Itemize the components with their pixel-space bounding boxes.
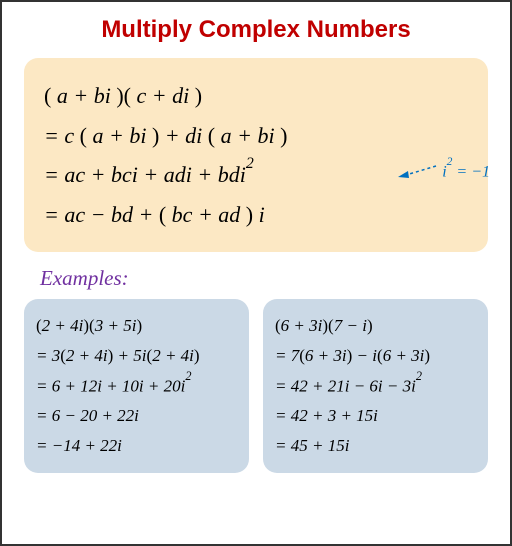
derivation-line-1: ( a + bi )( c + di ) (44, 76, 468, 116)
i-squared-annotation: i2 = −1 (396, 161, 490, 181)
examples-label: Examples: (40, 266, 496, 291)
example-box-1: (2 + 4i)(3 + 5i) = 3(2 + 4i) + 5i(2 + 4i… (24, 299, 249, 472)
example-box-2: (6 + 3i)(7 − i) = 7(6 + 3i) − i(6 + 3i) … (263, 299, 488, 472)
ex2-line-2: = 7(6 + 3i) − i(6 + 3i) (275, 341, 476, 371)
page-title: Multiply Complex Numbers (16, 16, 496, 44)
ex1-line-1: (2 + 4i)(3 + 5i) (36, 311, 237, 341)
ex1-line-2: = 3(2 + 4i) + 5i(2 + 4i) (36, 341, 237, 371)
derivation-box: ( a + bi )( c + di ) = c ( a + bi ) + di… (24, 58, 488, 252)
examples-row: (2 + 4i)(3 + 5i) = 3(2 + 4i) + 5i(2 + 4i… (16, 299, 496, 472)
derivation-line-4: = ac − bd + ( bc + ad ) i (44, 195, 468, 235)
ex2-line-5: = 45 + 15i (275, 431, 476, 461)
ex1-line-5: = −14 + 22i (36, 431, 237, 461)
annotation-text: i2 = −1 (442, 161, 490, 181)
ex2-line-3: = 42 + 21i − 6i − 3i2 (275, 371, 476, 401)
ex2-line-4: = 42 + 3 + 15i (275, 401, 476, 431)
arrow-icon (396, 162, 438, 180)
ex2-line-1: (6 + 3i)(7 − i) (275, 311, 476, 341)
derivation-line-2: = c ( a + bi ) + di ( a + bi ) (44, 116, 468, 156)
ex1-line-3: = 6 + 12i + 10i + 20i2 (36, 371, 237, 401)
ex1-line-4: = 6 − 20 + 22i (36, 401, 237, 431)
